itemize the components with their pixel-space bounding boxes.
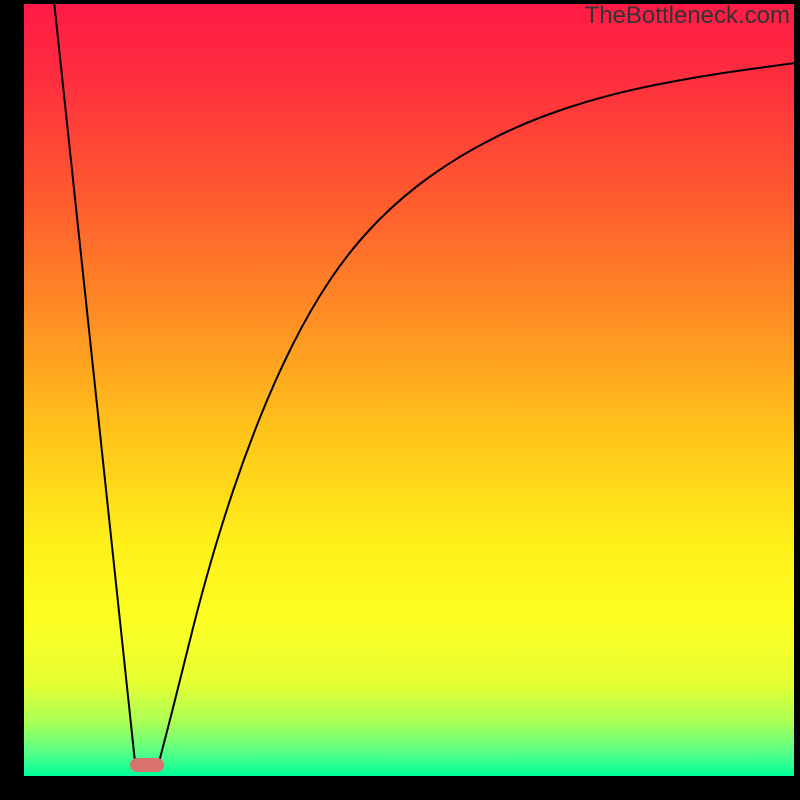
watermark-text: TheBottleneck.com: [585, 2, 790, 30]
curve-right-segment: [159, 63, 795, 762]
curve-left-segment: [54, 1, 135, 762]
curve-overlay: [0, 0, 800, 800]
outer-frame: TheBottleneck.com: [0, 0, 800, 800]
bottleneck-marker: [130, 758, 164, 772]
